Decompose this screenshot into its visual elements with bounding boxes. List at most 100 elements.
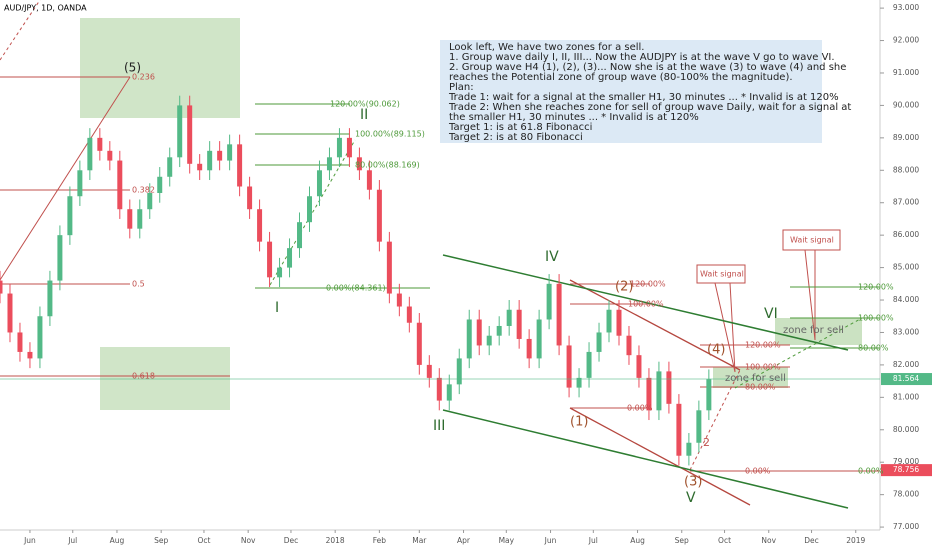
candle-body — [297, 222, 303, 249]
annotation: (4) — [707, 343, 725, 358]
candle-body — [167, 157, 173, 177]
y-tick-label: 86.000 — [893, 230, 919, 239]
annotation: 120.00%(90.062) — [330, 100, 400, 109]
note-line: 2. Group wave H4 (1), (2), (3)... Now sh… — [449, 62, 846, 73]
y-tick-label: 91.000 — [893, 68, 919, 77]
candle-body — [416, 322, 422, 365]
price-label-box — [881, 373, 932, 386]
candle-body — [187, 105, 193, 164]
candle-body — [147, 192, 153, 210]
zone — [713, 367, 788, 388]
annotation: 80.00%(88.169) — [355, 161, 420, 170]
candle-body — [356, 157, 362, 171]
note-line: Trade 1: wait for a signal at the smalle… — [448, 92, 839, 103]
x-tick-label: Sep — [675, 536, 689, 545]
annotation: 120.00% — [630, 280, 666, 289]
y-tick-label: 79.000 — [893, 457, 919, 466]
annotation: 0.5 — [132, 280, 145, 289]
candle-body — [456, 358, 462, 385]
candle-body — [237, 144, 243, 187]
candle-body — [386, 241, 392, 294]
candle-body — [7, 293, 13, 333]
candle-body — [17, 332, 23, 352]
note-line: Target 2: is at 80 Fibonacci — [448, 132, 583, 143]
annotation: 100.00% — [858, 314, 894, 323]
annotation: (3) — [684, 475, 702, 490]
candle-body — [496, 325, 502, 336]
annotation: III — [433, 418, 445, 434]
candle-body — [706, 379, 712, 411]
y-tick-label: 83.000 — [893, 327, 919, 336]
annotation: 2 — [703, 436, 710, 449]
candle-body — [117, 160, 123, 210]
candle-body — [446, 384, 452, 401]
zone — [775, 318, 862, 345]
candle-body — [606, 309, 612, 333]
candle-body — [316, 170, 322, 197]
fib-red — [0, 0, 880, 506]
x-tick-label: Dec — [284, 536, 299, 545]
x-tick-label: Jun — [23, 536, 36, 545]
note-line: the smaller H1, 30 minutes ... * Invalid… — [449, 112, 699, 123]
y-tick-label: 89.000 — [893, 133, 919, 142]
candle-body — [366, 170, 372, 190]
annotation: 0.00% — [745, 467, 771, 476]
note-line: reaches the Potential zone of group wave… — [449, 72, 793, 83]
candle-body — [406, 306, 412, 323]
candle-body — [526, 338, 532, 359]
candle-body — [376, 189, 382, 242]
x-tick-label: Oct — [197, 536, 210, 545]
annotation: 80.00% — [745, 383, 776, 392]
annotation: 120.00% — [745, 341, 781, 350]
x-tick-label: Aug — [630, 536, 645, 545]
candle-body — [516, 309, 522, 339]
annotation: 120.00% — [858, 283, 894, 292]
note-line: Plan: — [449, 82, 474, 93]
candle-body — [47, 280, 53, 317]
y-tick-label: 85.000 — [893, 263, 919, 272]
zone — [80, 18, 240, 118]
zone — [100, 347, 230, 410]
candle-body — [287, 248, 293, 268]
annotation: V — [686, 490, 696, 506]
note-box — [440, 40, 822, 143]
candle-body — [0, 280, 3, 294]
annotation: 80.00% — [858, 344, 889, 353]
x-tick-label: May — [499, 536, 515, 545]
candle-body — [426, 364, 432, 378]
y-tick-label: 78.000 — [893, 490, 919, 499]
candle-body — [277, 267, 283, 278]
x-tick-label: Jul — [67, 536, 77, 545]
candle-body — [616, 309, 622, 336]
candle-body — [576, 377, 582, 388]
annotation: 0.618 — [132, 372, 155, 381]
y-tick-label: 92.000 — [893, 36, 919, 45]
price-label: 81.564 — [893, 374, 919, 383]
y-tick-label: 81.000 — [893, 392, 919, 401]
candle-body — [566, 345, 572, 388]
y-tick-label: 80.000 — [893, 425, 919, 434]
x-tick-label: Mar — [412, 536, 427, 545]
y-tick-label: 90.000 — [893, 100, 919, 109]
candle-body — [506, 309, 512, 326]
candle-body — [97, 137, 103, 151]
annotation: (2) — [615, 280, 633, 295]
annotation: 0.00%(84.361) — [326, 284, 386, 293]
y-tick-label: 88.000 — [893, 165, 919, 174]
candle-body — [596, 332, 602, 352]
y-tick-label: 84.000 — [893, 295, 919, 304]
annotation: I — [275, 300, 279, 316]
candle-body — [247, 186, 253, 210]
candle-body — [686, 442, 692, 456]
annotation: 100.00% — [745, 363, 781, 372]
x-tick-label: 2019 — [846, 536, 865, 545]
x-tick-label: 2018 — [326, 536, 345, 545]
chart-title: AUD/JPY, 1D, OANDA — [4, 4, 87, 13]
candle-body — [177, 105, 183, 158]
annotation: 0.00% — [627, 404, 653, 413]
candle-body — [546, 283, 552, 320]
annotation: 0.236 — [132, 73, 155, 82]
annotation: 0.00% — [858, 467, 884, 476]
candle-body — [107, 150, 113, 161]
